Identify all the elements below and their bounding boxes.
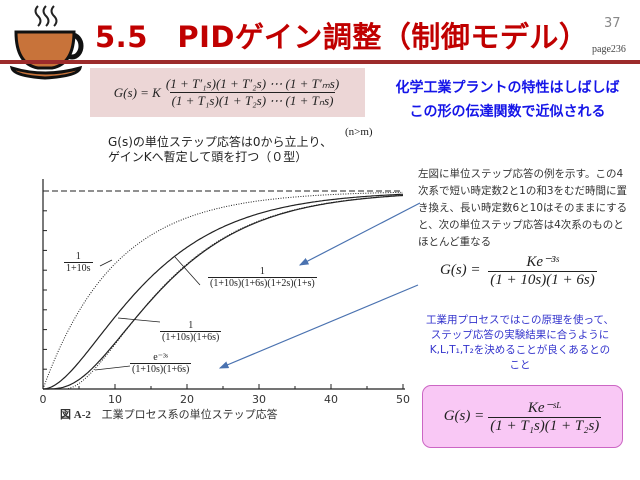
formula-numerator: Ke⁻ˢᴸ bbox=[527, 400, 562, 416]
x-tick-labels: 0 10 20 30 40 50 bbox=[40, 393, 411, 406]
step-description-line: ゲインKへ暫定して頭を打つ（０型） bbox=[108, 150, 308, 164]
series-line-3 bbox=[43, 194, 404, 390]
x-tick-label: 30 bbox=[252, 393, 266, 406]
approx-transfer-function: G(s) = Ke⁻³ˢ (1 + 10s)(1 + 6s) bbox=[440, 252, 597, 289]
label-den: (1+10s)(1+6s) bbox=[160, 331, 222, 343]
slide-number: 37 bbox=[604, 16, 621, 31]
arrow-to-4th-order bbox=[298, 202, 420, 266]
order-condition: (n>m) bbox=[345, 126, 373, 138]
step-description: G(s)の単位ステップ応答は0から立上り、 ゲインKへ暫定して頭を打つ（０型） bbox=[108, 135, 332, 165]
coffee-cup-icon bbox=[9, 5, 84, 80]
series-label-delay: e⁻³ˢ (1+10s)(1+6s) bbox=[130, 352, 192, 375]
series-label-2nd-order: 1 (1+10s)(1+6s) bbox=[160, 320, 222, 343]
label-den: (1+10s)(1+6s) bbox=[130, 363, 192, 375]
x-tick-label: 20 bbox=[180, 393, 194, 406]
general-transfer-function: G(s) = K (1 + T′₁s)(1 + T′₂s) ⋯ (1 + T′ₘ… bbox=[90, 68, 365, 117]
series-label-first-order: 1 1+10s bbox=[64, 251, 93, 274]
figure-caption-text: 工業プロセス系の単位ステップ応答 bbox=[101, 409, 278, 421]
note-line: 工業用プロセスではこの原理を使って、 bbox=[426, 314, 614, 326]
label-den: 1+10s bbox=[64, 262, 93, 274]
label-leaders bbox=[94, 256, 201, 371]
x-tick-label: 50 bbox=[396, 393, 410, 406]
industrial-note: 工業用プロセスではこの原理を使って、 ステップ応答の実験結果に合うように K,L… bbox=[415, 313, 625, 373]
label-leader-line bbox=[99, 259, 113, 267]
label-num: 1 bbox=[259, 266, 265, 277]
label-num: 1 bbox=[188, 320, 194, 331]
note-line: ステップ応答の実験結果に合うように bbox=[430, 329, 610, 341]
note-line: K,L,T₁,T₂を決めることが良くあるとの bbox=[429, 344, 611, 356]
formula-numerator: (1 + T′₁s)(1 + T′₂s) ⋯ (1 + T′ₘs) bbox=[165, 76, 340, 91]
page-reference: page236 bbox=[592, 44, 626, 55]
label-num: e⁻³ˢ bbox=[153, 352, 169, 363]
formula-fraction: (1 + T′₁s)(1 + T′₂s) ⋯ (1 + T′ₘs) (1 + T… bbox=[164, 76, 341, 109]
note-line: こと bbox=[509, 359, 531, 371]
label-leader-line bbox=[94, 365, 131, 371]
series-line-0 bbox=[42, 191, 404, 390]
label-leader-line bbox=[117, 317, 161, 323]
label-leader-line bbox=[174, 256, 201, 286]
formula-lhs: G(s) = bbox=[440, 261, 481, 278]
formula-denominator: (1 + 10s)(1 + 6s) bbox=[488, 271, 597, 288]
model-transfer-function: G(s) = Ke⁻ˢᴸ (1 + T₁s)(1 + T₂s) bbox=[422, 385, 623, 448]
x-tick-label: 0 bbox=[40, 393, 47, 406]
slide-title: 5.5 PIDゲイン調整（制御モデル） bbox=[95, 20, 589, 54]
chart-axes bbox=[42, 179, 405, 390]
x-tick-label: 10 bbox=[108, 393, 122, 406]
step-response-chart: 0 10 20 30 40 50 bbox=[40, 179, 420, 406]
arrow-to-delay-model bbox=[218, 284, 419, 369]
label-den: (1+10s)(1+6s)(1+2s)(1+s) bbox=[208, 277, 317, 289]
formula-denominator: (1 + T₁s)(1 + T₂s) ⋯ (1 + Tₙs) bbox=[169, 92, 336, 108]
series-label-4th-order: 1 (1+10s)(1+6s)(1+2s)(1+s) bbox=[208, 266, 317, 289]
formula-fraction: Ke⁻ˢᴸ (1 + T₁s)(1 + T₂s) bbox=[488, 398, 602, 435]
series-line-1 bbox=[42, 193, 403, 390]
figure-number: 図 A-2 bbox=[60, 409, 91, 421]
step-description-line: G(s)の単位ステップ応答は0から立上り、 bbox=[108, 135, 333, 149]
formula-lhs: G(s) = bbox=[443, 408, 485, 424]
x-tick-label: 40 bbox=[324, 393, 338, 406]
series-line-2 bbox=[43, 194, 404, 390]
headline-line: 化学工業プラントの特性はしばしば bbox=[395, 80, 620, 96]
chart-curves bbox=[42, 191, 404, 390]
headline: 化学工業プラントの特性はしばしば この形の伝達関数で近似される bbox=[385, 76, 630, 124]
formula-fraction: Ke⁻³ˢ (1 + 10s)(1 + 6s) bbox=[488, 252, 597, 289]
figure-caption: 図 A-2 工業プロセス系の単位ステップ応答 bbox=[60, 406, 278, 422]
formula-lhs: G(s) = K bbox=[113, 84, 161, 100]
title-divider bbox=[0, 60, 640, 64]
formula-numerator: Ke⁻³ˢ bbox=[526, 254, 559, 270]
formula-denominator: (1 + T₁s)(1 + T₂s) bbox=[488, 417, 602, 434]
explanation-text: 左図に単位ステップ応答の例を示す。この4次系で短い時定数2と1の和3をむだ時間に… bbox=[418, 168, 628, 248]
headline-line: この形の伝達関数で近似される bbox=[409, 104, 606, 120]
label-num: 1 bbox=[75, 251, 81, 262]
